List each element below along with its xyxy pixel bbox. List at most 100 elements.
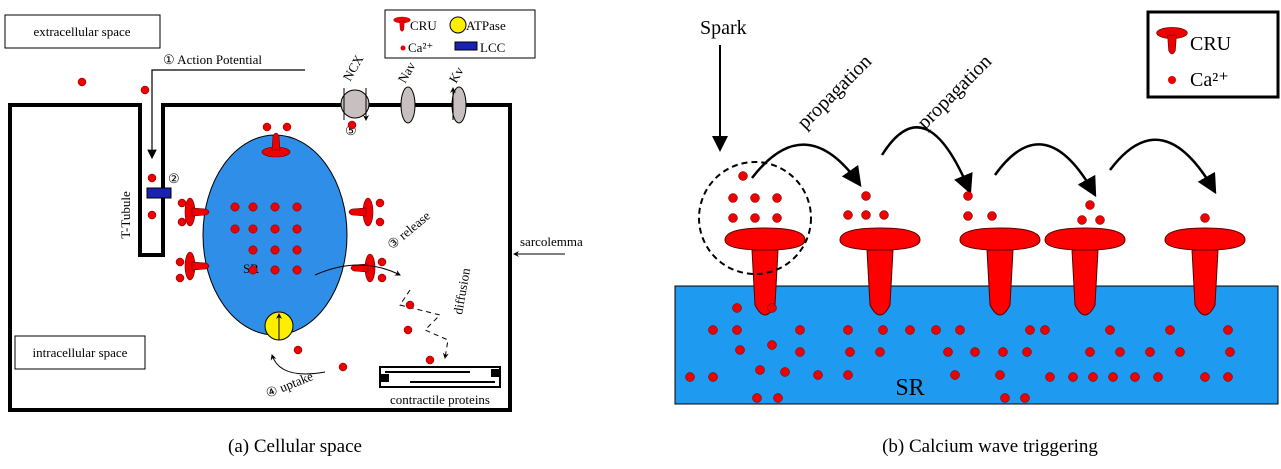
ca-ion [262, 122, 272, 132]
ca-ion [998, 347, 1008, 357]
ca-ion [1088, 372, 1098, 382]
ca-ion [292, 202, 302, 212]
ca-ion [795, 347, 805, 357]
ca-ion [292, 245, 302, 255]
intracellular-box [14, 335, 146, 370]
ca-ion [950, 370, 960, 380]
ca-ion [843, 325, 853, 335]
legend-atpase [449, 16, 467, 34]
ca-ion [955, 325, 965, 335]
ca-ion [1095, 215, 1105, 225]
arrow [314, 264, 401, 276]
ca-ion [752, 393, 762, 403]
ca-ion [375, 198, 385, 208]
arrow [270, 354, 326, 375]
label: intracellular space [33, 345, 128, 360]
label: Kv [446, 64, 467, 86]
ca-ion [375, 217, 385, 227]
label: propagation [793, 50, 876, 133]
ca-ion [861, 210, 871, 220]
ca-ion [1145, 347, 1155, 357]
caption: (b) Calcium wave triggering [882, 436, 1098, 457]
ca-ion [708, 325, 718, 335]
panel-b: SR Spark propagation propagation CRU Ca²… [674, 10, 1280, 457]
contractile-proteins [379, 366, 501, 388]
legend-label: CRU [410, 18, 437, 33]
label: ④ uptake [264, 368, 316, 401]
ca-ion [248, 245, 258, 255]
ca-ion [1108, 372, 1118, 382]
arrow [993, 143, 1097, 198]
ca-ion [140, 85, 150, 95]
ca-ion [843, 370, 853, 380]
ca-ion [843, 210, 853, 220]
ca-ion [1165, 325, 1175, 335]
kv [451, 86, 467, 124]
ca-ion [750, 213, 760, 223]
ca-ion [813, 370, 823, 380]
ca-ion [425, 355, 435, 365]
cru [959, 227, 1041, 316]
ca-ion [1040, 325, 1050, 335]
ca-ion [1130, 372, 1140, 382]
cell-membrane [8, 103, 512, 412]
crus [724, 227, 1246, 316]
ca-ion [1085, 347, 1095, 357]
ca-ion [767, 303, 777, 313]
ca-ion [931, 325, 941, 335]
ca-ion [772, 213, 782, 223]
label: Nav [395, 59, 419, 86]
cru [350, 253, 376, 283]
nav [400, 86, 416, 124]
ca-ion [177, 217, 187, 227]
label: SR [895, 375, 924, 401]
ca-ion [1153, 372, 1163, 382]
ca-ion [732, 303, 742, 313]
ncx [340, 89, 370, 119]
ca-ion [772, 193, 782, 203]
ca-ion [1022, 347, 1032, 357]
legend-lcc [454, 41, 478, 51]
ca-ion [175, 273, 185, 283]
label: ⑤ [345, 123, 357, 138]
label: ③ release [384, 208, 433, 252]
ca-ion [905, 325, 915, 335]
ca-ion [1105, 325, 1115, 335]
ca-ion [270, 202, 280, 212]
label: sarcolemma [520, 234, 583, 249]
ca-ion [338, 362, 348, 372]
ca-ion [248, 202, 258, 212]
ca-ion [377, 273, 387, 283]
panel-a: extracellular space ① Action Potential ②… [4, 9, 583, 457]
ca-ion [347, 120, 357, 130]
calcium-ions [685, 171, 1235, 403]
label: ① Action Potential [163, 52, 262, 67]
ca-ion [1200, 372, 1210, 382]
ca-ion [147, 173, 157, 183]
ca-ion [987, 211, 997, 221]
legend-label: ATPase [466, 18, 506, 33]
legend-label: Ca²⁺ [1190, 69, 1229, 91]
ca-ion [767, 340, 777, 350]
cru [839, 227, 921, 316]
ca-ion [292, 265, 302, 275]
ca-ion [292, 224, 302, 234]
legend-label: CRU [1190, 33, 1232, 55]
ca-ion [1068, 372, 1078, 382]
ca-ion [1045, 372, 1055, 382]
ca-ion [1115, 347, 1125, 357]
ca-ion [1000, 393, 1010, 403]
ca-ion [750, 193, 760, 203]
ca-ion [728, 193, 738, 203]
ca-ion [773, 393, 783, 403]
ca-ion [270, 245, 280, 255]
ca-ion [293, 345, 303, 355]
ca-ion [845, 347, 855, 357]
ca-ion [1077, 215, 1087, 225]
ca-ion [403, 325, 413, 335]
label: propagation [913, 50, 996, 133]
ca-ion [377, 257, 387, 267]
legend-label: LCC [480, 40, 505, 55]
legend-ca [400, 45, 406, 51]
